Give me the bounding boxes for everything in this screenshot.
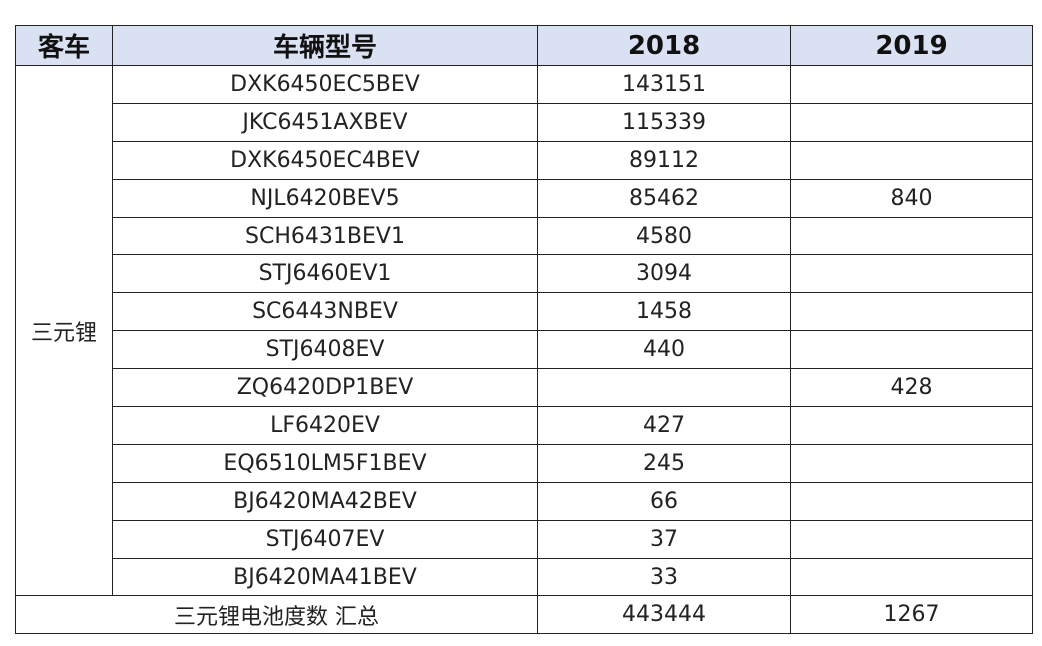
- value-cell: 3094: [537, 254, 791, 294]
- value-cell: 440: [537, 330, 791, 370]
- model-cell: EQ6510LM5F1BEV: [112, 443, 538, 483]
- value-cell: 33: [537, 557, 791, 597]
- value-cell: 66: [537, 481, 791, 521]
- value-cell: [790, 481, 1033, 521]
- value-cell: [790, 443, 1033, 483]
- data-row: STJ6460EV1 3094: [16, 254, 1033, 294]
- value-cell: [790, 254, 1033, 294]
- value-cell: [790, 519, 1033, 559]
- model-cell: ZQ6420DP1BEV: [112, 368, 538, 408]
- value-cell: 1458: [537, 292, 791, 332]
- header-cell: 客车: [15, 25, 113, 66]
- group-cell: 三元锂: [15, 64, 113, 597]
- model-cell: LF6420EV: [112, 406, 538, 445]
- data-row: STJ6407EV 37: [16, 519, 1033, 559]
- model-cell: SCH6431BEV1: [112, 216, 538, 256]
- value-cell: [790, 292, 1033, 332]
- data-row: SCH6431BEV1 4580: [16, 216, 1033, 256]
- value-cell: 840: [790, 178, 1033, 218]
- model-cell: DXK6450EC4BEV: [112, 140, 538, 180]
- data-row: ZQ6420DP1BEV 428: [16, 368, 1033, 408]
- value-cell: 4580: [537, 216, 791, 256]
- data-row: SC6443NBEV 1458: [16, 292, 1033, 332]
- header-cell: 2018: [537, 25, 791, 66]
- header-row: 客车 车辆型号 2018 2019: [15, 25, 1033, 66]
- data-row: DXK6450EC4BEV 89112: [16, 140, 1033, 180]
- value-cell: [790, 102, 1033, 142]
- data-table: 客车 车辆型号 2018 2019 三元锂 DXK6450EC5BEV 143151 JKC…: [15, 25, 1033, 635]
- header-cell: 2019: [790, 25, 1033, 66]
- value-cell: 37: [537, 519, 791, 559]
- value-cell: 427: [537, 406, 791, 445]
- value-cell: [790, 557, 1033, 597]
- data-row: JKC6451AXBEV 115339: [16, 102, 1033, 142]
- value-cell: 245: [537, 443, 791, 483]
- value-cell: [537, 368, 791, 408]
- model-cell: BJ6420MA42BEV: [112, 481, 538, 521]
- model-cell: DXK6450EC5BEV: [112, 65, 538, 104]
- model-cell: STJ6460EV1: [112, 254, 538, 294]
- value-cell: [790, 65, 1033, 104]
- value-cell: [790, 140, 1033, 180]
- data-row: STJ6408EV 440: [16, 330, 1033, 370]
- model-cell: BJ6420MA41BEV: [112, 557, 538, 597]
- value-cell: 89112: [537, 140, 791, 180]
- value-cell: 143151: [537, 65, 791, 104]
- data-row: LF6420EV 427: [16, 406, 1033, 445]
- total-row: 三元锂电池度数 汇总 443444 1267: [15, 595, 1033, 635]
- value-cell: 85462: [537, 178, 791, 218]
- model-cell: NJL6420BEV5: [112, 178, 538, 218]
- model-cell: STJ6407EV: [112, 519, 538, 559]
- data-row: 三元锂 DXK6450EC5BEV 143151: [15, 64, 1033, 597]
- data-row: EQ6510LM5F1BEV 245: [16, 443, 1033, 483]
- model-cell: JKC6451AXBEV: [112, 102, 538, 142]
- model-cell: SC6443NBEV: [112, 292, 538, 332]
- model-cell: STJ6408EV: [112, 330, 538, 370]
- total-value: 443444: [537, 595, 791, 635]
- total-label: 三元锂电池度数 汇总: [15, 595, 538, 635]
- value-cell: [790, 330, 1033, 370]
- value-cell: 428: [790, 368, 1033, 408]
- data-row: BJ6420MA42BEV 66: [16, 481, 1033, 521]
- data-row: NJL6420BEV5 85462 840: [16, 178, 1033, 218]
- value-cell: 115339: [537, 102, 791, 142]
- value-cell: [790, 406, 1033, 445]
- total-value: 1267: [790, 595, 1033, 635]
- value-cell: [790, 216, 1033, 256]
- header-cell: 车辆型号: [112, 25, 538, 66]
- data-row: BJ6420MA41BEV 33: [16, 557, 1033, 597]
